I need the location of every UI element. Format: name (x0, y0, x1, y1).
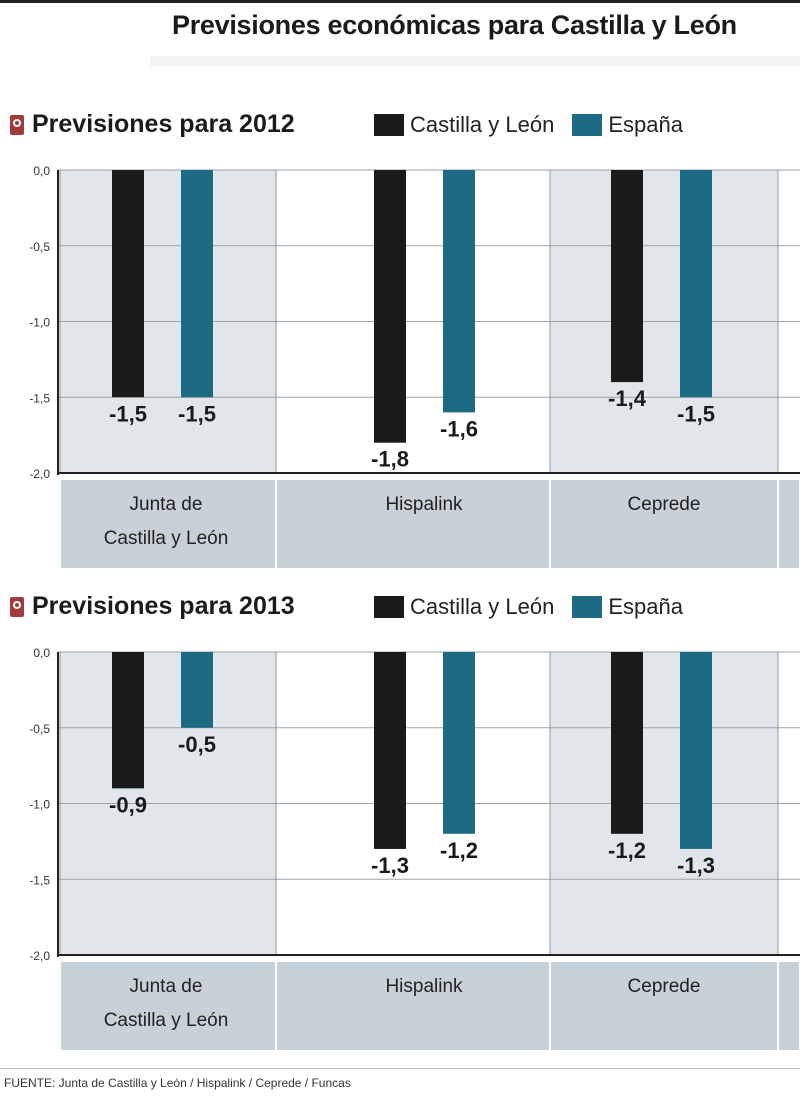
y-tick-label: -0,5 (29, 240, 50, 254)
y-tick-label: -1,5 (29, 391, 50, 405)
legend-2013: Castilla y León España (374, 594, 693, 620)
bar-espana (680, 652, 712, 849)
category-label-band (551, 480, 777, 568)
bar-espana (181, 170, 213, 398)
category-label-band (779, 962, 799, 1050)
data-label: -0,9 (109, 792, 147, 817)
panel-title-text: Previsiones para 2013 (32, 592, 295, 620)
panel-title-text: Previsiones para 2012 (32, 110, 295, 138)
data-label: -1,2 (608, 838, 646, 863)
data-label: -1,5 (178, 401, 216, 426)
legend-label-castilla: Castilla y León (410, 112, 555, 137)
subtitle-placeholder (150, 56, 800, 66)
category-label-band (277, 962, 549, 1050)
y-tick-label: -1,0 (29, 316, 50, 330)
data-label: -1,5 (677, 401, 715, 426)
legend-swatch-espana (572, 596, 603, 618)
y-tick-label: -0,5 (29, 722, 50, 736)
category-label-band (551, 962, 777, 1050)
data-label: -1,6 (440, 416, 478, 441)
data-label: -1,2 (440, 838, 478, 863)
chart-bullet-icon (10, 596, 24, 617)
data-label: -0,5 (178, 732, 216, 757)
legend-swatch-castilla (374, 114, 404, 136)
bar-espana (443, 170, 475, 413)
category-label: Ceprede (628, 494, 701, 515)
y-tick-label: -1,5 (29, 873, 50, 887)
category-label-band (61, 480, 275, 568)
bar-espana (181, 652, 213, 728)
category-label: Junta de (130, 494, 203, 515)
y-tick-label: 0,0 (33, 164, 50, 178)
bar-castilla (374, 170, 406, 443)
source-note: FUENTE: Junta de Castilla y León / Hispa… (4, 1076, 351, 1090)
data-label: -1,3 (677, 853, 715, 878)
top-rule (0, 0, 800, 3)
data-label: -1,3 (371, 853, 409, 878)
panel-title-2012: Previsiones para 2012 (10, 110, 295, 139)
bar-castilla (112, 170, 144, 398)
category-label: Ceprede (628, 976, 701, 997)
category-label: Junta de (130, 976, 203, 997)
footer-rule (0, 1068, 800, 1069)
data-label: -1,4 (608, 386, 647, 411)
bar-castilla (611, 652, 643, 834)
y-tick-label: -2,0 (29, 949, 50, 963)
bar-chart-2012: 0,0 -0,5 -1,0 -1,5 -2,0 -1,5 -1,8 -1,4 -1,5 -1,6 -… (29, 164, 800, 568)
legend-swatch-espana (572, 114, 603, 136)
y-tick-label: -1,0 (29, 798, 50, 812)
category-label: Hispalink (385, 976, 463, 997)
legend-item-castilla: Castilla y León (374, 112, 554, 138)
bar-espana (443, 652, 475, 834)
legend-item-espana: España (572, 112, 683, 138)
category-label-band (277, 480, 549, 568)
y-tick-label: -2,0 (29, 467, 50, 481)
legend-2012: Castilla y León España (374, 112, 693, 138)
category-label-band (779, 480, 799, 568)
page-title: Previsiones económicas para Castilla y L… (172, 10, 737, 40)
legend-item-castilla: Castilla y León (374, 594, 554, 620)
legend-label-espana: España (608, 112, 683, 137)
legend-item-espana: España (572, 594, 683, 620)
legend-label-espana: España (608, 594, 683, 619)
bar-castilla (374, 652, 406, 849)
y-tick-label: 0,0 (33, 646, 50, 660)
panel-title-2013: Previsiones para 2013 (10, 592, 295, 621)
bar-espana (680, 170, 712, 398)
bar-castilla (611, 170, 643, 383)
bar-castilla (112, 652, 144, 789)
data-label: -1,5 (109, 401, 147, 426)
chart-bullet-icon (10, 114, 24, 135)
category-label: Hispalink (385, 494, 463, 515)
category-label: Castilla y León (104, 528, 229, 549)
bar-chart-2013: 0,0 -0,5 -1,0 -1,5 -2,0 -0,9 -1,3 -1,2 -0,5 -1,2 -… (29, 646, 800, 1050)
category-label-band (61, 962, 275, 1050)
category-label: Castilla y León (104, 1010, 229, 1031)
legend-label-castilla: Castilla y León (410, 594, 555, 619)
data-label: -1,8 (371, 447, 409, 472)
legend-swatch-castilla (374, 596, 404, 618)
